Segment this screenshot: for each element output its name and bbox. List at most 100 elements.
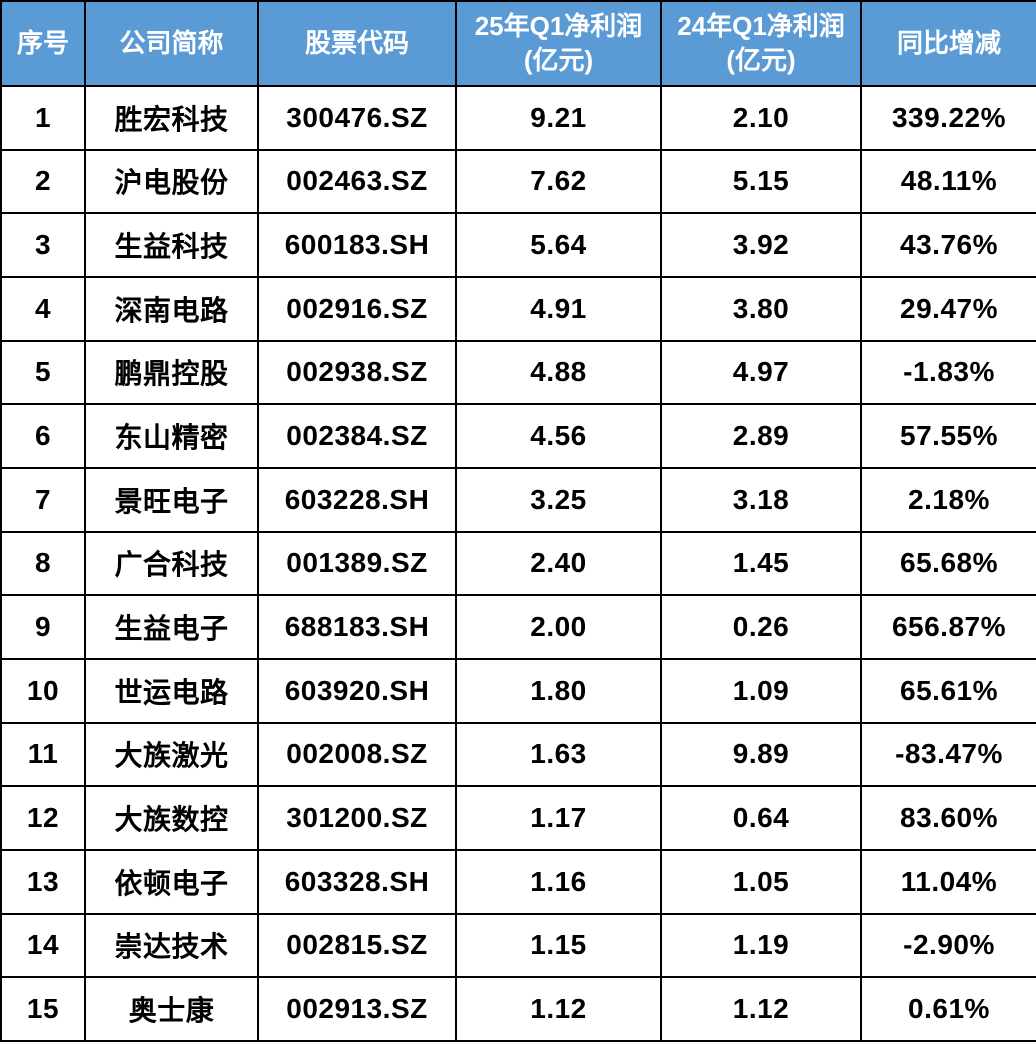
cell-yoy: 83.60% (860, 785, 1036, 851)
cell-code: 600183.SH (257, 212, 457, 278)
cell-q1_2025: 5.64 (455, 212, 662, 278)
cell-yoy: 0.61% (860, 976, 1036, 1042)
table-row: 13 依顿电子 603328.SH 1.16 1.05 11.04% (0, 848, 1036, 915)
cell-q1_2025: 3.25 (455, 466, 662, 533)
table-row: 14 崇达技术 002815.SZ 1.15 1.19 -2.90% (0, 912, 1036, 979)
cell-name: 依顿电子 (84, 848, 259, 915)
cell-q1_2024: 1.12 (660, 976, 862, 1042)
cell-index: 1 (0, 85, 86, 151)
cell-q1_2025: 2.40 (455, 530, 662, 597)
column-header-index: 序号 (0, 0, 86, 87)
table-header: 序号 公司简称 股票代码 25年Q1净利润(亿元) 24年Q1净利润(亿元) 同比增减 (0, 0, 1036, 87)
table-row: 2 沪电股份 002463.SZ 7.62 5.15 48.11% (0, 148, 1036, 215)
table-row: 11 大族激光 002008.SZ 1.63 9.89 -83.47% (0, 721, 1036, 788)
cell-yoy: 43.76% (860, 212, 1036, 278)
cell-name: 广合科技 (84, 530, 259, 597)
cell-yoy: -2.90% (860, 912, 1036, 979)
cell-yoy: 339.22% (860, 85, 1036, 151)
cell-name: 世运电路 (84, 657, 259, 724)
table-row: 15 奥士康 002913.SZ 1.12 1.12 0.61% (0, 976, 1036, 1042)
cell-name: 沪电股份 (84, 148, 259, 215)
cell-code: 603920.SH (257, 657, 457, 724)
cell-q1_2024: 1.05 (660, 848, 862, 915)
cell-index: 4 (0, 275, 86, 342)
cell-code: 002815.SZ (257, 912, 457, 979)
column-header-q1_2024: 24年Q1净利润(亿元) (660, 0, 862, 87)
cell-yoy: 11.04% (860, 848, 1036, 915)
cell-index: 10 (0, 657, 86, 724)
cell-index: 8 (0, 530, 86, 597)
cell-index: 5 (0, 339, 86, 406)
cell-q1_2024: 3.80 (660, 275, 862, 342)
cell-code: 002008.SZ (257, 721, 457, 788)
cell-code: 301200.SZ (257, 785, 457, 851)
cell-q1_2025: 1.80 (455, 657, 662, 724)
cell-q1_2024: 0.64 (660, 785, 862, 851)
cell-q1_2024: 2.10 (660, 85, 862, 151)
cell-name: 大族数控 (84, 785, 259, 851)
cell-code: 688183.SH (257, 594, 457, 660)
table-body: 1 胜宏科技 300476.SZ 9.21 2.10 339.22% 2 沪电股份 002463… (0, 85, 1036, 1042)
column-header-q1_2025: 25年Q1净利润(亿元) (455, 0, 662, 87)
cell-name: 深南电路 (84, 275, 259, 342)
cell-name: 生益电子 (84, 594, 259, 660)
column-header-yoy: 同比增减 (860, 0, 1036, 87)
cell-q1_2024: 1.45 (660, 530, 862, 597)
table-row: 7 景旺电子 603228.SH 3.25 3.18 2.18% (0, 466, 1036, 533)
cell-q1_2025: 4.56 (455, 403, 662, 469)
cell-index: 9 (0, 594, 86, 660)
table-row: 4 深南电路 002916.SZ 4.91 3.80 29.47% (0, 275, 1036, 342)
cell-name: 鹏鼎控股 (84, 339, 259, 406)
table-row: 6 东山精密 002384.SZ 4.56 2.89 57.55% (0, 403, 1036, 469)
cell-q1_2025: 4.91 (455, 275, 662, 342)
cell-yoy: 65.61% (860, 657, 1036, 724)
table-row: 5 鹏鼎控股 002938.SZ 4.88 4.97 -1.83% (0, 339, 1036, 406)
cell-q1_2024: 2.89 (660, 403, 862, 469)
cell-yoy: 656.87% (860, 594, 1036, 660)
cell-name: 大族激光 (84, 721, 259, 788)
cell-code: 002916.SZ (257, 275, 457, 342)
cell-code: 603328.SH (257, 848, 457, 915)
table-row: 8 广合科技 001389.SZ 2.40 1.45 65.68% (0, 530, 1036, 597)
cell-code: 300476.SZ (257, 85, 457, 151)
column-header-name: 公司简称 (84, 0, 259, 87)
cell-index: 2 (0, 148, 86, 215)
cell-index: 11 (0, 721, 86, 788)
cell-q1_2025: 9.21 (455, 85, 662, 151)
cell-name: 崇达技术 (84, 912, 259, 979)
cell-q1_2024: 4.97 (660, 339, 862, 406)
cell-q1_2025: 1.17 (455, 785, 662, 851)
cell-name: 胜宏科技 (84, 85, 259, 151)
cell-name: 奥士康 (84, 976, 259, 1042)
cell-code: 002913.SZ (257, 976, 457, 1042)
cell-code: 002938.SZ (257, 339, 457, 406)
cell-yoy: 65.68% (860, 530, 1036, 597)
cell-q1_2024: 1.19 (660, 912, 862, 979)
cell-code: 001389.SZ (257, 530, 457, 597)
cell-q1_2025: 1.12 (455, 976, 662, 1042)
cell-name: 生益科技 (84, 212, 259, 278)
cell-yoy: 57.55% (860, 403, 1036, 469)
cell-q1_2024: 9.89 (660, 721, 862, 788)
cell-q1_2024: 3.18 (660, 466, 862, 533)
cell-index: 15 (0, 976, 86, 1042)
table-row: 10 世运电路 603920.SH 1.80 1.09 65.61% (0, 657, 1036, 724)
cell-q1_2025: 2.00 (455, 594, 662, 660)
cell-yoy: -1.83% (860, 339, 1036, 406)
cell-code: 002463.SZ (257, 148, 457, 215)
cell-q1_2024: 1.09 (660, 657, 862, 724)
table-row: 9 生益电子 688183.SH 2.00 0.26 656.87% (0, 594, 1036, 660)
cell-q1_2024: 3.92 (660, 212, 862, 278)
cell-name: 景旺电子 (84, 466, 259, 533)
cell-q1_2024: 5.15 (660, 148, 862, 215)
cell-yoy: 2.18% (860, 466, 1036, 533)
table-row: 12 大族数控 301200.SZ 1.17 0.64 83.60% (0, 785, 1036, 851)
cell-index: 13 (0, 848, 86, 915)
table-row: 1 胜宏科技 300476.SZ 9.21 2.10 339.22% (0, 85, 1036, 151)
cell-code: 603228.SH (257, 466, 457, 533)
table-row: 3 生益科技 600183.SH 5.64 3.92 43.76% (0, 212, 1036, 278)
cell-index: 7 (0, 466, 86, 533)
cell-name: 东山精密 (84, 403, 259, 469)
